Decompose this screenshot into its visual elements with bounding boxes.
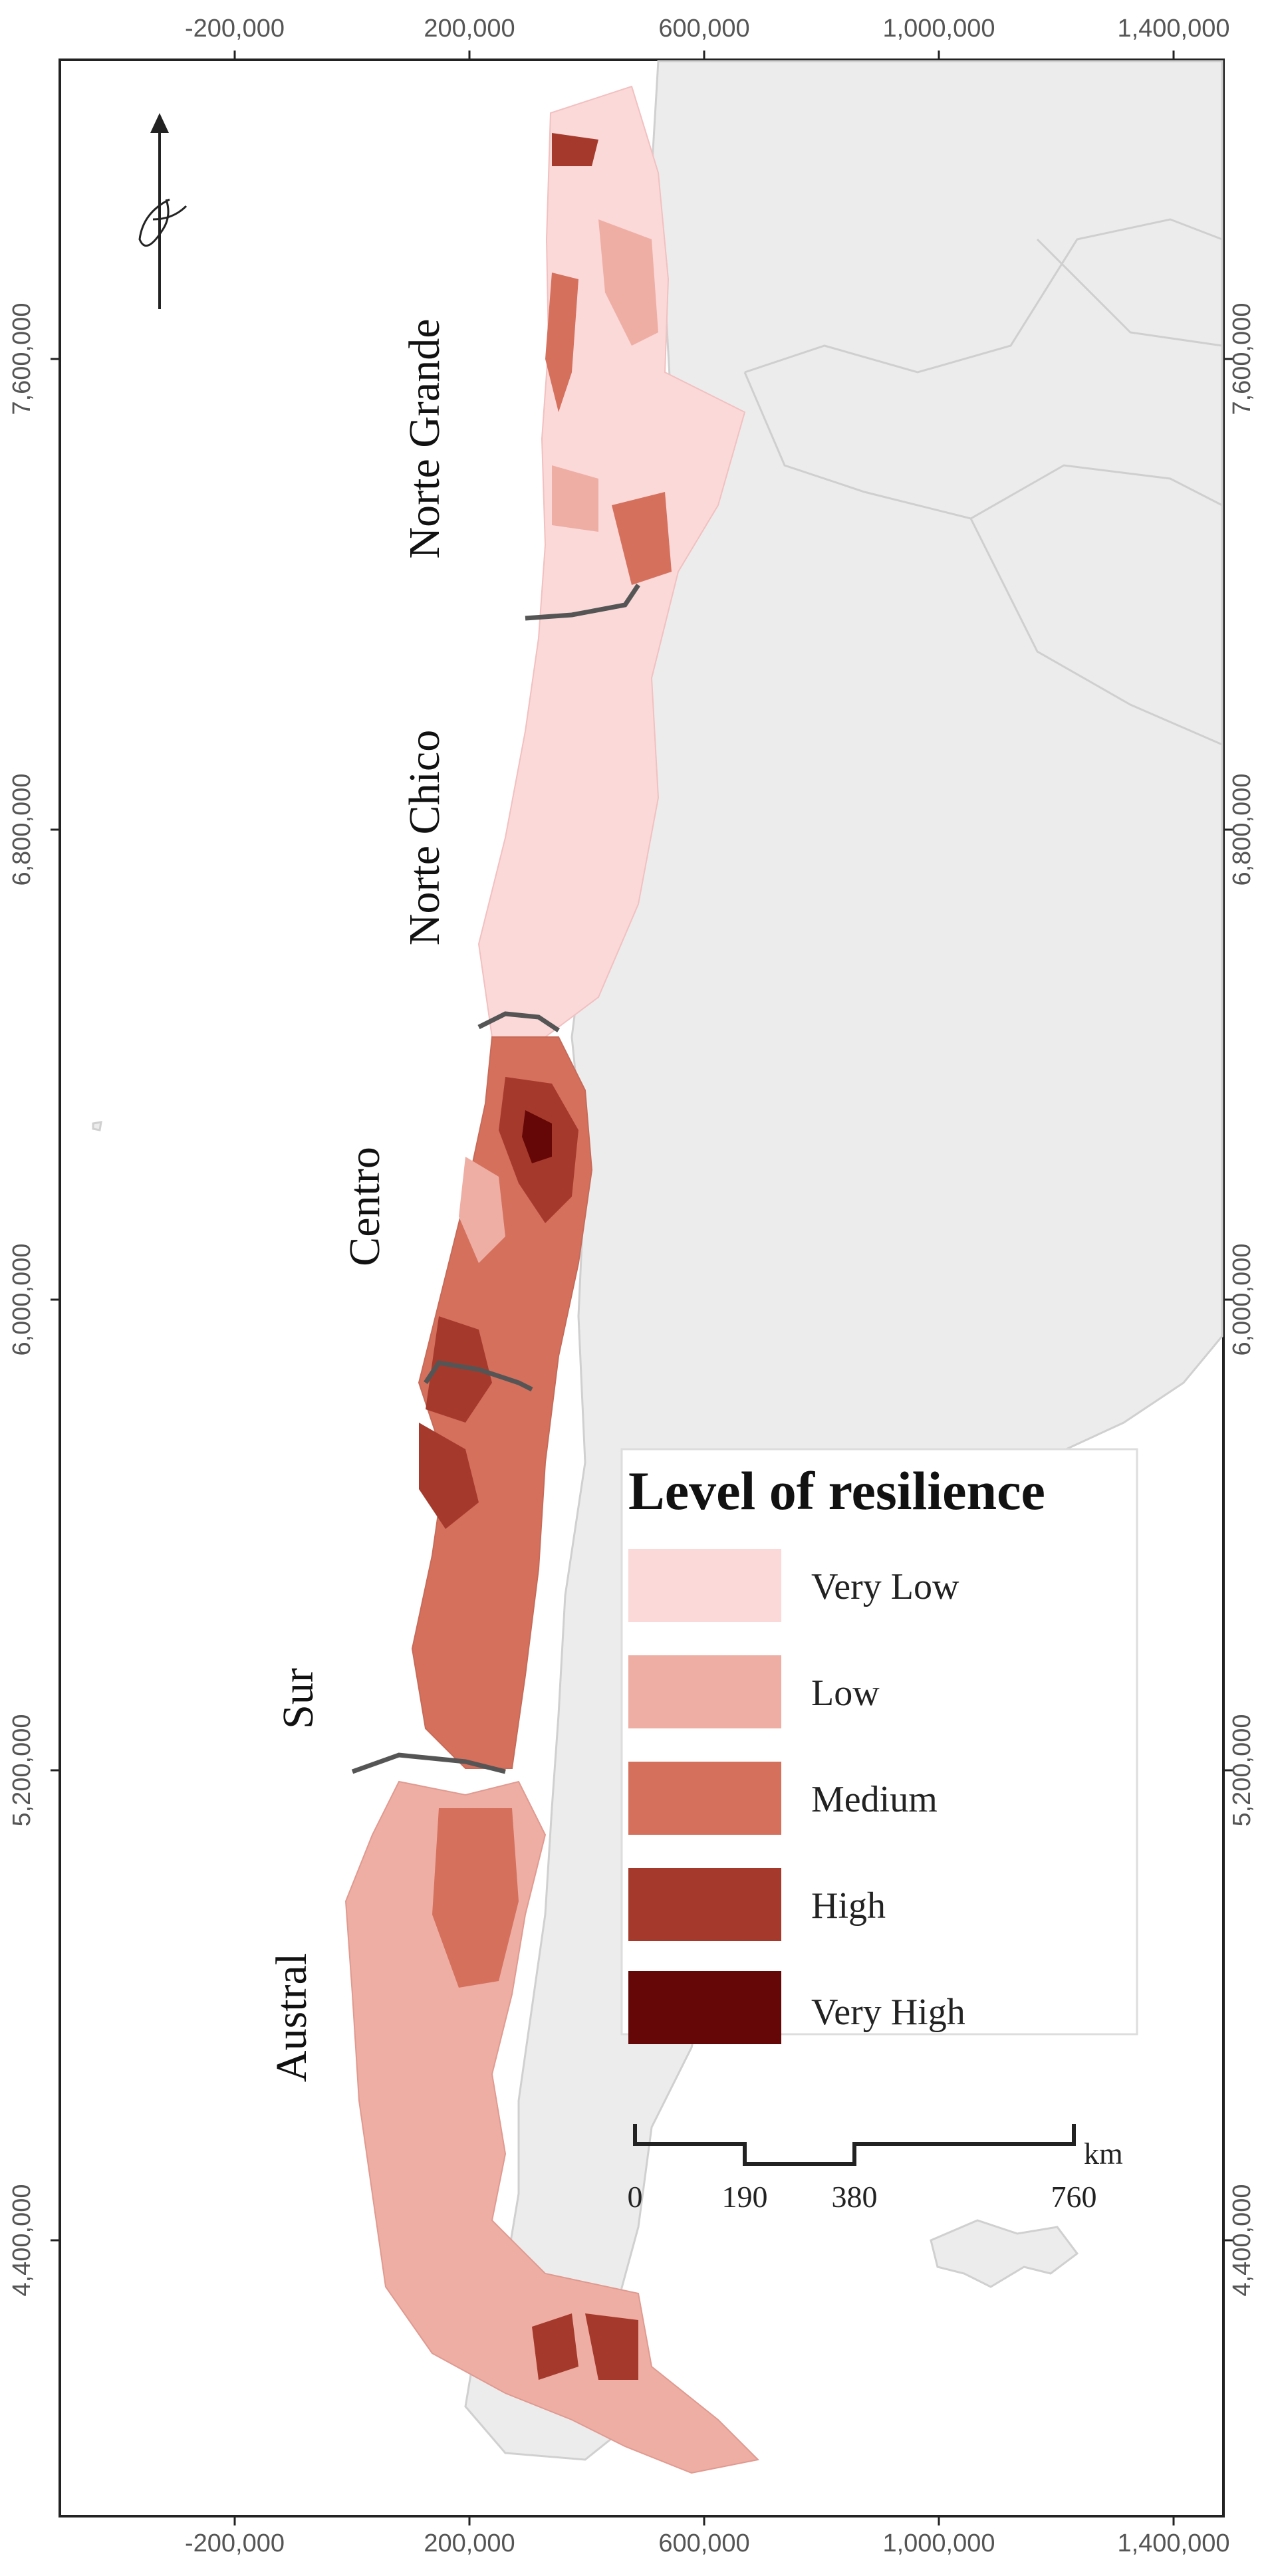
region-label-norte-chico: Norte Chico (400, 730, 449, 945)
legend-label: Very High (811, 1992, 965, 2033)
legend-label: High (811, 1885, 886, 1927)
scale-label: 190 (722, 2180, 768, 2214)
y-ticks-left: 7,600,000 6,800,000 6,000,000 5,200,000 … (8, 302, 36, 2296)
region-labels: Norte Grande Norte Chico Centro Sur Aust… (267, 318, 449, 2082)
y-tick-left-label: 4,400,000 (8, 2184, 36, 2296)
legend-label: Very Low (811, 1566, 959, 1607)
x-tick-top-label: 200,000 (424, 15, 515, 43)
region-label-centro: Centro (340, 1147, 389, 1266)
legend-item-very-low: Very Low (628, 1549, 959, 1622)
y-tick-left-label: 6,000,000 (8, 1243, 36, 1355)
region-boundaries (351, 584, 640, 1774)
y-tick-right-label: 4,400,000 (1228, 2184, 1256, 2296)
y-ticks-right: 7,600,000 6,800,000 6,000,000 5,200,000 … (1228, 302, 1256, 2296)
scale-label: 760 (1051, 2180, 1097, 2214)
legend-title: Level of resilience (628, 1461, 1045, 1521)
y-tick-right-label: 6,800,000 (1228, 773, 1256, 885)
x-tick-marks (233, 51, 1175, 2525)
x-tick-bottom-label: 600,000 (658, 2529, 749, 2557)
legend-swatch (628, 1868, 781, 1941)
legend-swatch (628, 1655, 781, 1728)
x-tick-bottom-label: 1,400,000 (1117, 2529, 1229, 2557)
scale-bar: km 0 190 380 760 (628, 2124, 1123, 2214)
legend-box (620, 1448, 1138, 2036)
region-label-austral: Austral (267, 1953, 316, 2082)
scale-label: 0 (628, 2180, 643, 2214)
x-ticks-top: -200,000 200,000 600,000 1,000,000 1,400… (185, 15, 1230, 43)
legend-swatch (628, 1971, 781, 2044)
y-tick-left-label: 6,800,000 (8, 773, 36, 885)
legend: Level of resilience Very Low Low Medium … (620, 1448, 1138, 2044)
legend-label: Low (811, 1673, 880, 1714)
legend-item-high: High (628, 1868, 886, 1941)
x-tick-bottom-label: 200,000 (424, 2529, 515, 2557)
y-tick-right-label: 6,000,000 (1228, 1243, 1256, 1355)
x-tick-bottom-label: 1,000,000 (882, 2529, 995, 2557)
legend-swatch (628, 1762, 781, 1835)
x-tick-top-label: -200,000 (185, 15, 285, 43)
north-arrow (138, 113, 188, 309)
north-arrow-symbol (138, 198, 188, 247)
scale-unit: km (1084, 2137, 1123, 2170)
scale-bar-line (633, 2124, 1076, 2166)
legend-item-low: Low (628, 1655, 880, 1728)
legend-swatch (628, 1549, 781, 1622)
y-tick-marks (51, 358, 1233, 2242)
x-tick-bottom-label: -200,000 (185, 2529, 285, 2557)
legend-label: Medium (811, 1779, 938, 1820)
x-tick-top-label: 600,000 (658, 15, 749, 43)
legend-item-medium: Medium (628, 1762, 938, 1835)
y-tick-left-label: 7,600,000 (8, 302, 36, 415)
x-tick-top-label: 1,400,000 (1117, 15, 1229, 43)
x-ticks-bottom: -200,000 200,000 600,000 1,000,000 1,400… (185, 2529, 1230, 2557)
region-label-sur: Sur (274, 1668, 322, 1729)
y-tick-left-label: 5,200,000 (8, 1714, 36, 1826)
y-tick-right-label: 7,600,000 (1228, 302, 1256, 415)
north-arrow-head (150, 113, 169, 133)
x-tick-top-label: 1,000,000 (882, 15, 995, 43)
region-label-norte-grande: Norte Grande (400, 318, 449, 558)
legend-item-very-high: Very High (628, 1971, 965, 2044)
chile-land (344, 85, 760, 2474)
scale-label: 380 (832, 2180, 878, 2214)
country-borders (743, 218, 1223, 746)
y-tick-right-label: 5,200,000 (1228, 1714, 1256, 1826)
